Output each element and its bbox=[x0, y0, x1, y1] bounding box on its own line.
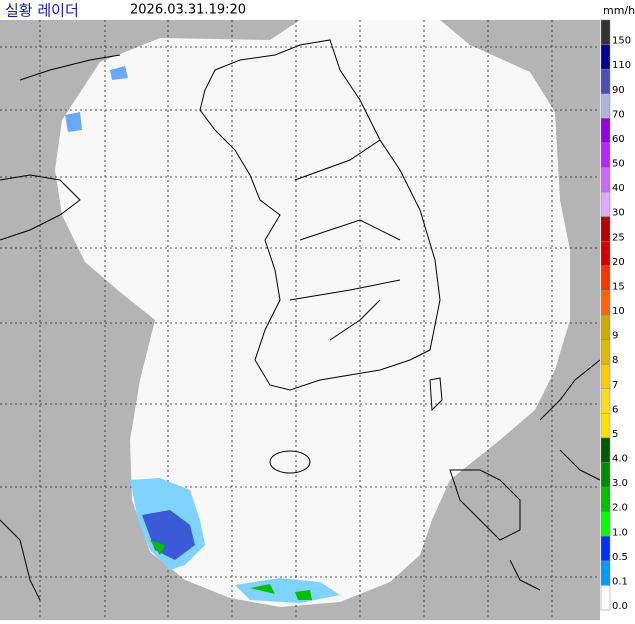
legend-label: 2.0 bbox=[612, 503, 628, 514]
legend-label: 3.0 bbox=[612, 478, 628, 489]
legend-label: 15 bbox=[612, 281, 625, 292]
legend-swatch bbox=[600, 216, 611, 242]
radar-coverage bbox=[55, 20, 570, 607]
legend-label: 7 bbox=[612, 380, 618, 391]
legend-swatch bbox=[600, 560, 611, 586]
legend: 150 110 90 70 60 50 40 30 25 20 15 10 9 8 7 6 5 4.0 3.0 2.0… bbox=[600, 19, 635, 620]
legend-label: 0.5 bbox=[612, 552, 628, 563]
legend-swatch bbox=[600, 413, 611, 439]
timestamp: 2026.03.31.19:20 bbox=[130, 3, 246, 18]
legend-label: 110 bbox=[612, 60, 631, 71]
title: 실황 레이더 bbox=[5, 2, 79, 20]
legend-label: 60 bbox=[612, 134, 625, 145]
legend-swatch bbox=[600, 388, 611, 414]
legend-swatch bbox=[600, 486, 611, 512]
legend-label: 50 bbox=[612, 159, 625, 170]
echoes bbox=[65, 66, 340, 603]
legend-label: 20 bbox=[612, 257, 625, 268]
legend-swatch bbox=[600, 437, 611, 463]
map bbox=[0, 20, 601, 620]
legend-swatch bbox=[600, 290, 611, 316]
legend-swatch bbox=[600, 314, 611, 340]
legend-label: 8 bbox=[612, 355, 618, 366]
legend-swatch bbox=[600, 339, 611, 365]
legend-swatch bbox=[600, 536, 611, 562]
legend-label: 10 bbox=[612, 306, 625, 317]
legend-swatch bbox=[600, 511, 611, 537]
legend-label: 150 bbox=[612, 36, 631, 47]
legend-label: 90 bbox=[612, 85, 625, 96]
coastlines bbox=[0, 39, 601, 601]
legend-swatch bbox=[600, 265, 611, 291]
legend-swatch bbox=[600, 44, 611, 70]
legend-swatch bbox=[600, 19, 611, 45]
legend-swatch bbox=[600, 93, 611, 119]
legend-swatch bbox=[600, 68, 611, 94]
legend-label: 6 bbox=[612, 404, 618, 415]
legend-swatch bbox=[600, 363, 611, 389]
legend-swatch bbox=[600, 142, 611, 168]
legend-label: 9 bbox=[612, 331, 618, 342]
legend-label: 0.0 bbox=[612, 601, 628, 612]
legend-label: 70 bbox=[612, 109, 625, 120]
legend-swatch bbox=[600, 118, 611, 144]
legend-swatch bbox=[600, 585, 611, 611]
legend-swatch bbox=[600, 462, 611, 488]
legend-label: 4.0 bbox=[612, 454, 628, 465]
legend-label: 5 bbox=[612, 429, 618, 440]
grid bbox=[0, 20, 600, 620]
legend-label: 40 bbox=[612, 183, 625, 194]
legend-swatch bbox=[600, 167, 611, 193]
legend-label: 0.1 bbox=[612, 576, 628, 587]
legend-swatch bbox=[600, 191, 611, 217]
legend-label: 1.0 bbox=[612, 527, 628, 538]
legend-swatch bbox=[600, 241, 611, 267]
legend-label: 30 bbox=[612, 208, 625, 219]
legend-label: 25 bbox=[612, 232, 625, 243]
legend-unit: mm/h bbox=[603, 4, 635, 17]
